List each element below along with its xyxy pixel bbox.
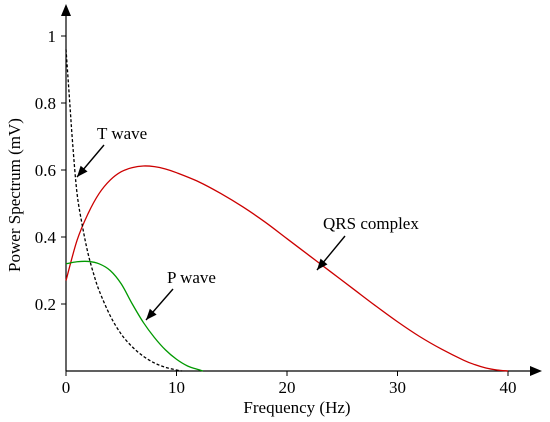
x-tick-label: 40 (500, 378, 517, 397)
axes (61, 4, 542, 376)
x-tick-label: 30 (389, 378, 406, 397)
x-ticks: 0 10 20 30 40 (62, 371, 517, 397)
x-tick-label: 0 (62, 378, 71, 397)
y-tick-label: 0.8 (35, 94, 56, 113)
y-ticks: 0.2 0.4 0.6 0.8 1 (35, 27, 66, 314)
x-axis-label: Frequency (Hz) (243, 398, 350, 417)
x-tick-label: 20 (279, 378, 296, 397)
annotation-arrowhead-qrs-complex (317, 258, 328, 270)
y-axis-label: Power Spectrum (mV) (5, 118, 24, 272)
series-group (65, 49, 509, 372)
series-line-qrs-complex (65, 165, 509, 372)
y-tick-label: 0.4 (35, 228, 57, 247)
y-tick-label: 0.6 (35, 161, 56, 180)
annotation-label-qrs-complex: QRS complex (323, 214, 419, 233)
annotation-label-p-wave: P wave (167, 268, 216, 287)
annotation-arrowhead-t-wave (77, 165, 88, 177)
x-axis-arrowhead (530, 366, 542, 376)
y-tick-label: 1 (48, 27, 57, 46)
annotations: T wave P wave QRS complex (76, 124, 419, 321)
annotation-label-t-wave: T wave (97, 124, 147, 143)
y-axis-arrowhead (61, 4, 71, 16)
series-line-t-wave (65, 49, 183, 372)
x-tick-label: 10 (168, 378, 185, 397)
y-tick-label: 0.2 (35, 295, 56, 314)
series-line-p-wave (65, 260, 204, 372)
annotation-arrowhead-p-wave (146, 308, 157, 320)
